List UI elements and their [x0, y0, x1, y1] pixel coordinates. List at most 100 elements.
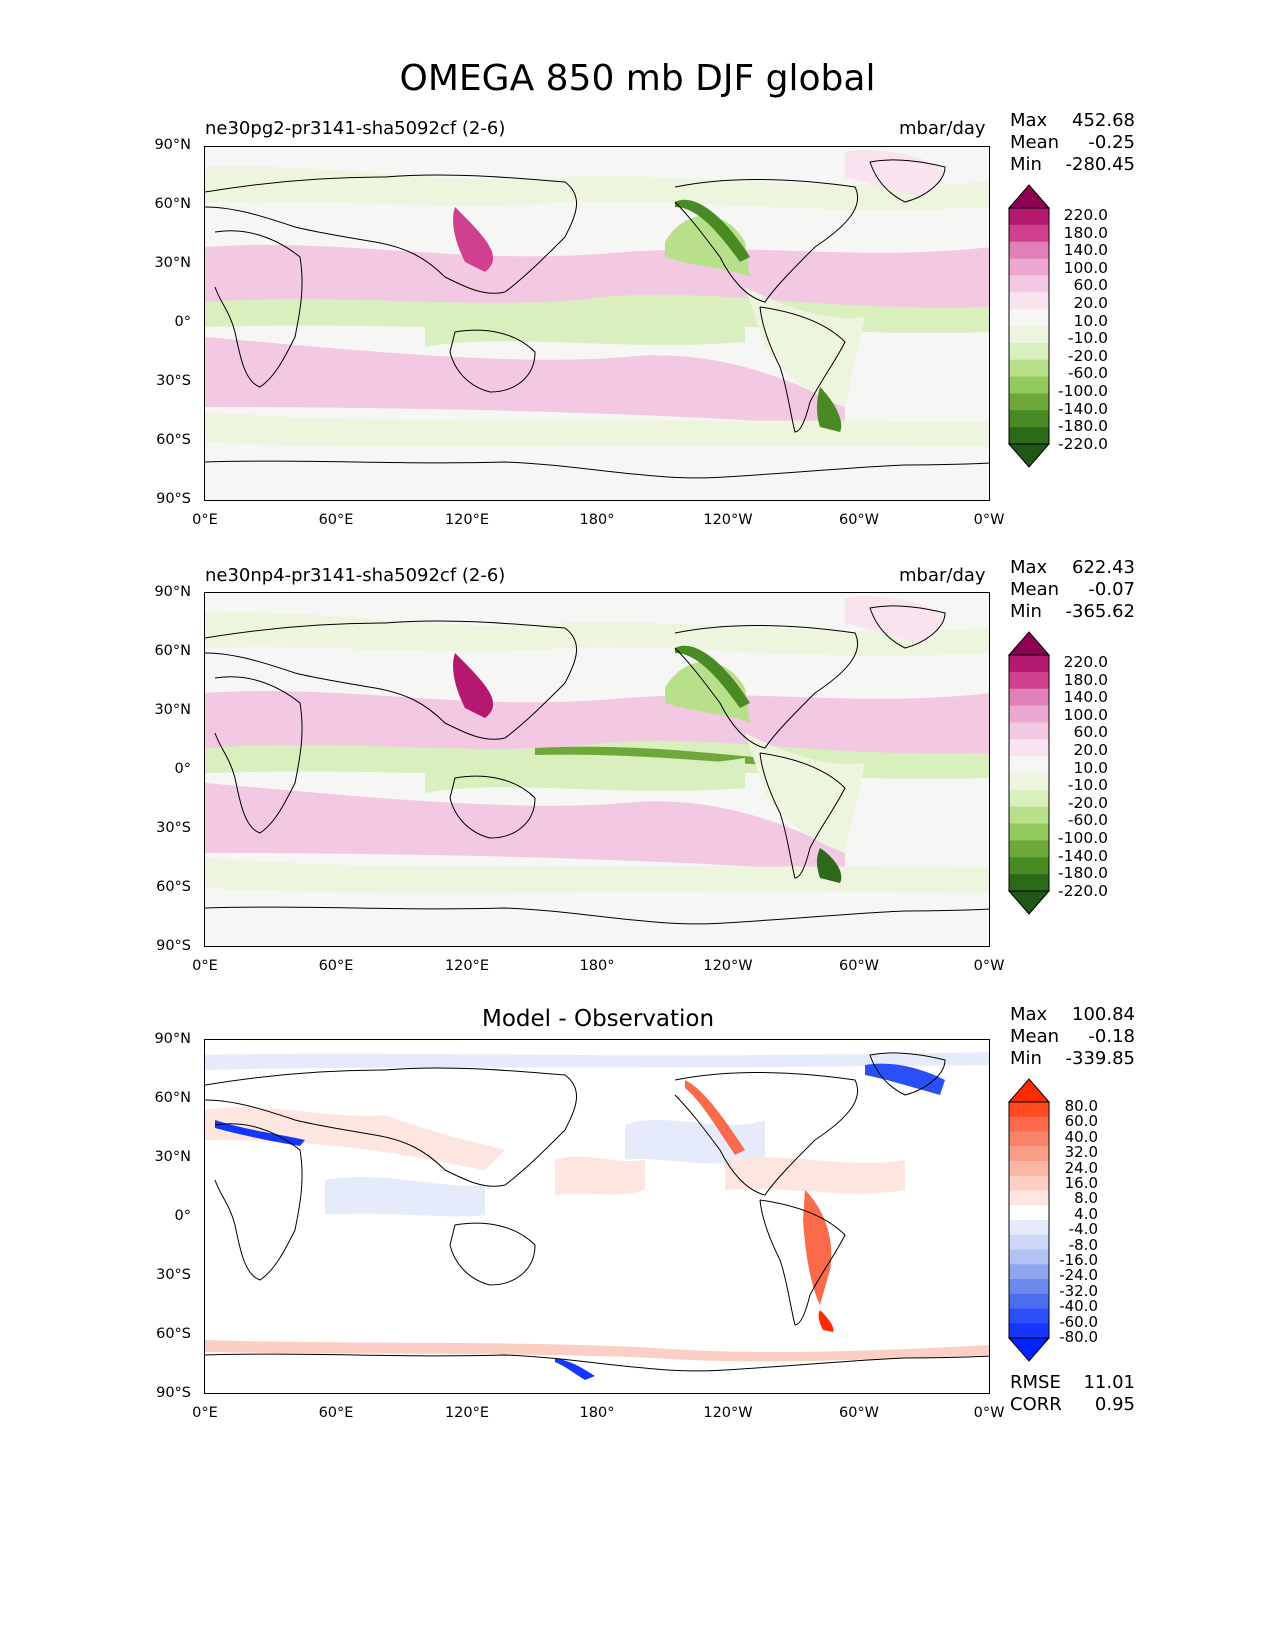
xtick: 120°W	[703, 1405, 753, 1421]
xtick: 180°	[579, 1405, 615, 1421]
colorbar-segment	[1009, 393, 1049, 411]
ytick: 60°S	[156, 879, 191, 895]
cb-label: -180.0	[1058, 864, 1108, 883]
xtick: 180°	[579, 512, 615, 528]
colorbar-segment	[1009, 1293, 1049, 1309]
stat-mean-value: -0.25	[1088, 132, 1135, 153]
panel3-stats: Max 100.84 Mean -0.18 Min -339.85	[1010, 1004, 1135, 1070]
xtick: 0°E	[192, 512, 218, 528]
colorbar-segment	[1009, 1220, 1049, 1236]
colorbar-segment	[1009, 722, 1049, 740]
cb-label: 20.0	[1073, 740, 1108, 759]
ytick: 90°N	[154, 584, 191, 600]
panel2-title: ne30np4-pr3141-sha5092cf (2-6)	[205, 565, 506, 586]
panel2-map	[204, 592, 990, 947]
panel1-units: mbar/day	[899, 118, 986, 139]
colorbar-segment	[1009, 275, 1049, 293]
cb-label: 16.0	[1064, 1174, 1098, 1193]
panel1-map	[204, 146, 990, 501]
colorbar-segment	[1009, 655, 1049, 673]
colorbar-segment	[1009, 1205, 1049, 1221]
cb-label: -80.0	[1059, 1328, 1098, 1347]
xtick: 120°E	[444, 512, 490, 528]
colorbar-segment	[1009, 1131, 1049, 1147]
ytick: 60°S	[156, 1326, 191, 1342]
colorbar-extend-bottom	[1008, 443, 1050, 468]
cb-label: 60.0	[1073, 276, 1108, 295]
ytick: 60°N	[154, 643, 191, 659]
ytick: 30°N	[154, 702, 191, 718]
cb-label: -60.0	[1059, 1312, 1098, 1331]
colorbar-segment	[1009, 1234, 1049, 1250]
stat-max-label: Max	[1010, 1004, 1048, 1025]
colorbar-segment	[1009, 1190, 1049, 1206]
colorbar-segment	[1009, 1102, 1049, 1118]
colorbar-segment	[1009, 292, 1049, 310]
colorbar-segment	[1009, 309, 1049, 327]
ytick: 0°	[174, 761, 191, 777]
xtick: 60°E	[318, 958, 354, 974]
cb-label: 100.0	[1063, 705, 1108, 724]
panel1-colorbar-labels: 220.0 180.0 140.0 100.0 60.0 20.0 10.0 -…	[1050, 206, 1108, 453]
cb-label: -24.0	[1059, 1266, 1098, 1285]
corr-label: CORR	[1010, 1394, 1062, 1415]
cb-label: 80.0	[1064, 1097, 1098, 1115]
colorbar-segment	[1009, 874, 1049, 892]
ytick: 90°N	[154, 137, 191, 153]
panel3-colorbar-labels: 80.0 60.0 40.0 32.0 24.0 16.0 8.0 4.0 -4…	[1048, 1097, 1098, 1347]
cb-label: 8.0	[1074, 1189, 1098, 1208]
colorbar-segment	[1009, 1146, 1049, 1162]
cb-label: -60.0	[1067, 811, 1108, 830]
colorbar-segment	[1009, 857, 1049, 875]
colorbar-segment	[1009, 326, 1049, 344]
cb-label: 140.0	[1063, 241, 1108, 260]
cb-label: 10.0	[1073, 758, 1108, 777]
cb-label: -220.0	[1058, 881, 1108, 900]
colorbar-segment	[1009, 789, 1049, 808]
ytick: 30°N	[154, 1149, 191, 1165]
colorbar-segment	[1009, 359, 1049, 378]
colorbar-segment	[1009, 427, 1049, 445]
cb-label: 32.0	[1064, 1143, 1098, 1162]
ytick: 90°S	[156, 938, 191, 954]
ytick: 30°S	[156, 1267, 191, 1283]
panel3-colorbar	[1008, 1078, 1050, 1362]
colorbar-segment	[1009, 756, 1049, 774]
cb-label: 220.0	[1063, 206, 1108, 224]
colorbar-extend-bottom	[1008, 1337, 1050, 1362]
colorbar-segment	[1009, 806, 1049, 825]
cb-label: 10.0	[1073, 311, 1108, 330]
colorbar-segment	[1009, 1264, 1049, 1280]
colorbar-frame	[1008, 1101, 1050, 1339]
cb-label: 20.0	[1073, 293, 1108, 312]
colorbar-segment	[1009, 773, 1049, 791]
stat-min-value: -365.62	[1065, 601, 1135, 622]
stat-min-value: -339.85	[1065, 1048, 1135, 1069]
rmse-value: 11.01	[1083, 1372, 1135, 1393]
ytick: 90°S	[156, 491, 191, 507]
colorbar-extend-bottom	[1008, 890, 1050, 915]
xtick: 60°E	[318, 1405, 354, 1421]
xtick: 0°E	[192, 1405, 218, 1421]
stat-min-label: Min	[1010, 1048, 1042, 1069]
ytick: 90°N	[154, 1031, 191, 1047]
stat-min-label: Min	[1010, 601, 1042, 622]
ytick: 60°N	[154, 1090, 191, 1106]
xtick: 120°E	[444, 1405, 490, 1421]
ytick: 0°	[174, 1208, 191, 1224]
colorbar-segment	[1009, 1323, 1049, 1339]
xtick: 120°W	[703, 958, 753, 974]
cb-label: 220.0	[1063, 653, 1108, 671]
ytick: 30°S	[156, 373, 191, 389]
colorbar-segment	[1009, 1308, 1049, 1324]
cb-label: 60.0	[1064, 1112, 1098, 1131]
ytick: 90°S	[156, 1385, 191, 1401]
colorbar-segment	[1009, 671, 1049, 690]
panel3-map	[204, 1039, 990, 1394]
colorbar-segment	[1009, 1175, 1049, 1191]
colorbar-segment	[1009, 208, 1049, 226]
rmse-label: RMSE	[1010, 1372, 1061, 1393]
stat-mean-label: Mean	[1010, 1026, 1060, 1047]
stat-max-label: Max	[1010, 110, 1048, 131]
cb-label: -100.0	[1058, 828, 1108, 847]
